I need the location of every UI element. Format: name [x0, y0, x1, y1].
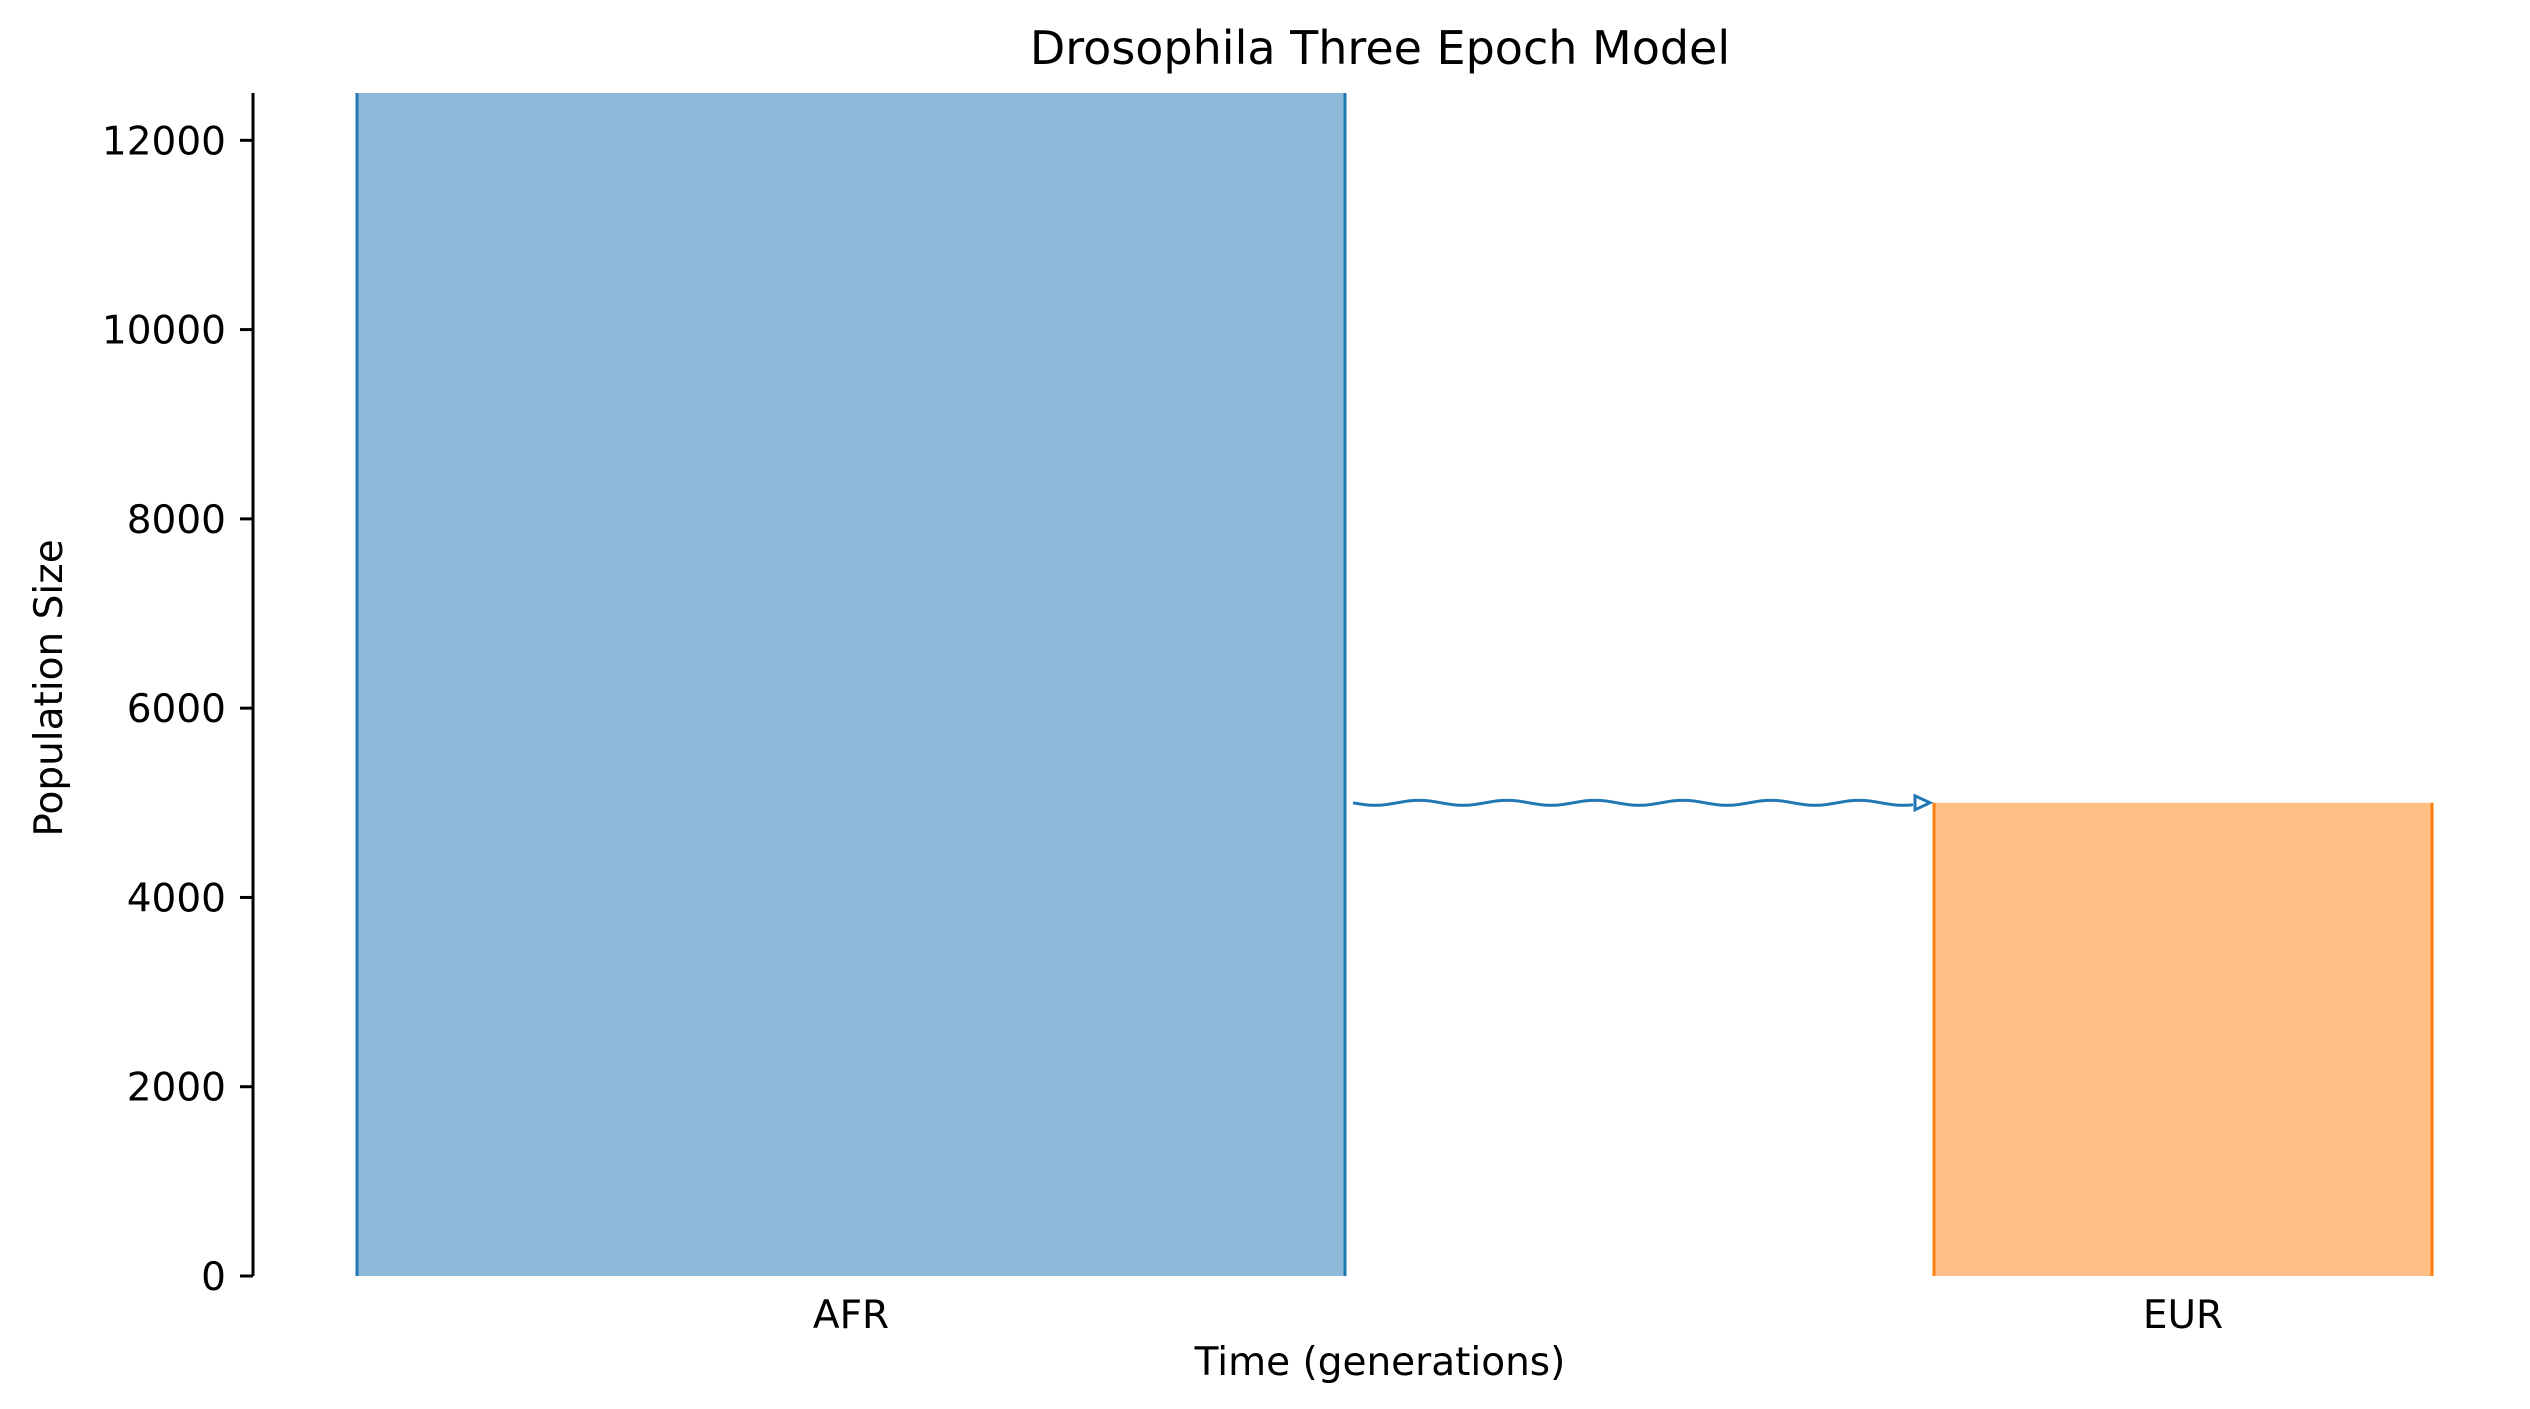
x-tick-label: AFR	[813, 1293, 889, 1338]
y-tick-label: 6000	[127, 687, 226, 732]
x-tick-label: EUR	[2143, 1293, 2223, 1338]
y-tick-label: 0	[201, 1255, 226, 1300]
deme-bar-afr	[357, 93, 1345, 1276]
migration-arrow-head	[1913, 793, 1934, 813]
y-tick-label: 8000	[127, 498, 226, 543]
y-tick-label: 12000	[102, 119, 226, 164]
y-tick-label: 2000	[127, 1066, 226, 1111]
x-axis-label: Time (generations)	[1194, 1340, 1566, 1385]
y-axis-label: Population Size	[27, 539, 72, 836]
plot-area: AFR EUR 0 2000 4000 6000 8000 10000 12000	[102, 93, 2434, 1338]
y-tick-label: 10000	[102, 309, 226, 354]
migration-arrow-line	[1352, 798, 1914, 807]
y-tick-label: 4000	[127, 876, 226, 921]
deme-bar-eur	[1934, 802, 2432, 1276]
chart-title: Drosophila Three Epoch Model	[1030, 21, 1730, 75]
